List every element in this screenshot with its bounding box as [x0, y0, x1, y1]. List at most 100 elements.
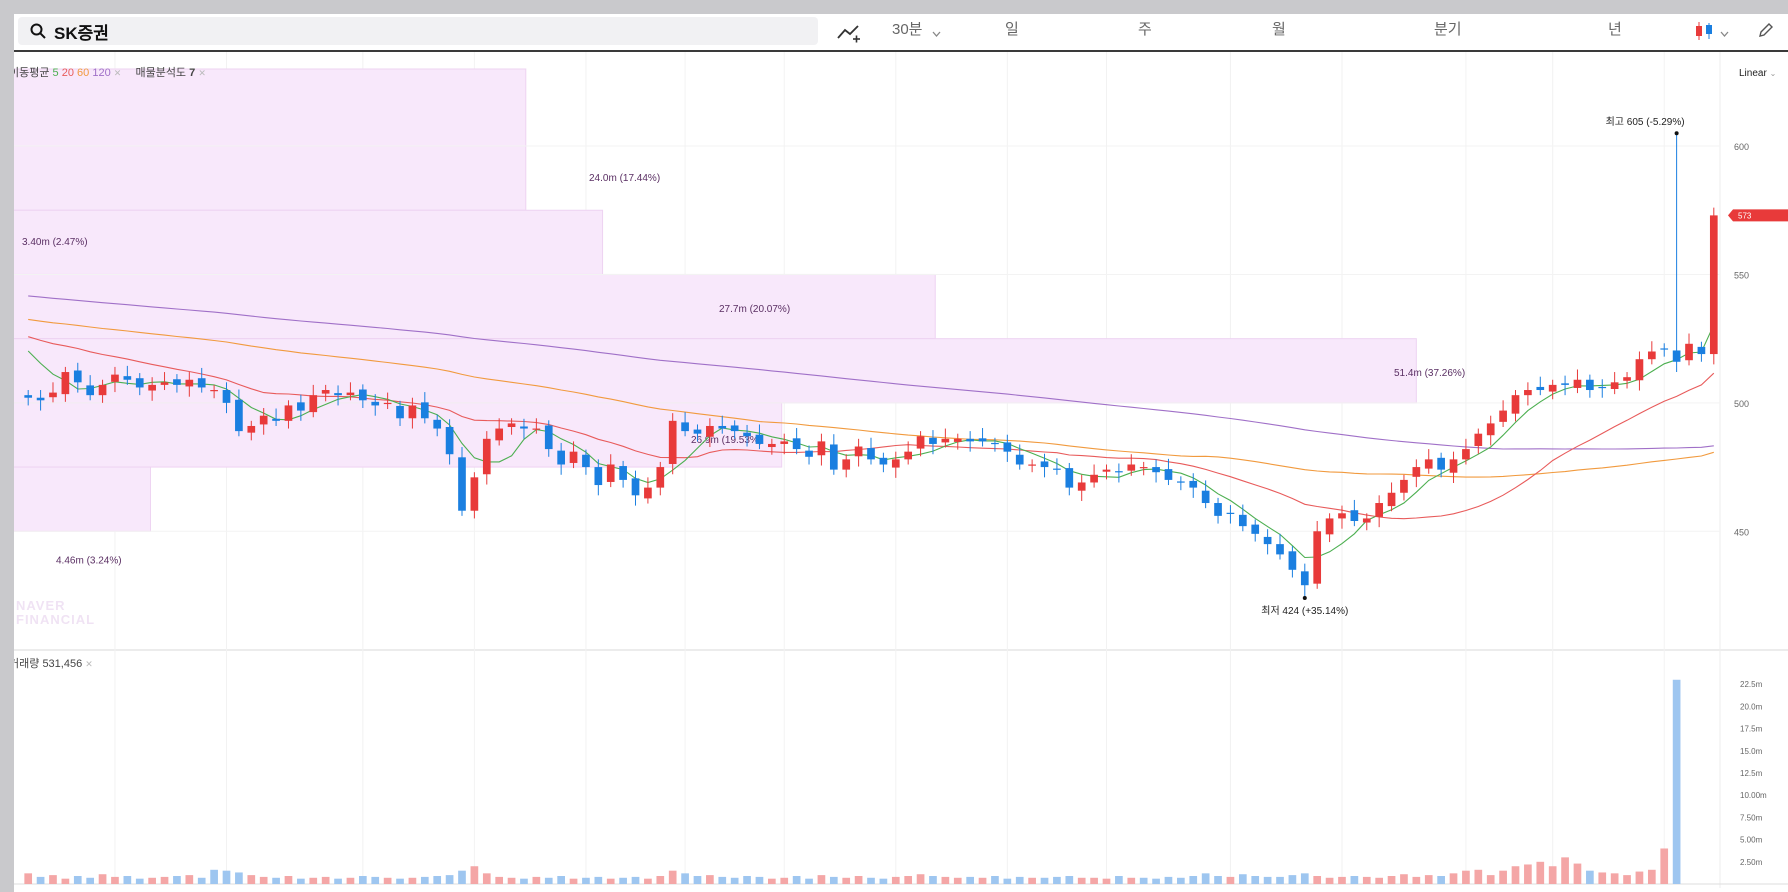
volume-value: 531,456 — [42, 658, 83, 670]
volume-bar — [408, 877, 417, 884]
volume-bar — [160, 876, 169, 884]
tab-week[interactable]: 주 — [1138, 21, 1152, 38]
volume-bar — [544, 877, 553, 884]
candle — [1697, 346, 1706, 355]
volume-bar — [482, 873, 491, 884]
candle — [160, 382, 169, 385]
candle — [272, 418, 280, 421]
candle — [36, 397, 45, 401]
pencil-icon[interactable] — [1758, 22, 1774, 38]
volume-bar — [1486, 875, 1495, 884]
candle — [743, 432, 751, 437]
volume-bar — [396, 878, 404, 884]
candle — [1300, 571, 1309, 586]
volume-bar — [86, 877, 95, 884]
volume-bar — [148, 877, 156, 884]
close-icon[interactable]: ✕ — [113, 68, 122, 78]
tab-quarter[interactable]: 분기 — [1434, 21, 1462, 38]
volume-bar — [1102, 878, 1111, 884]
candle — [1536, 386, 1545, 391]
candle — [210, 390, 218, 392]
volume-bar — [904, 876, 913, 884]
vp-value: 7 — [189, 67, 196, 79]
candle — [1449, 459, 1458, 473]
volume-bar — [1561, 857, 1569, 884]
volume-bar — [854, 876, 863, 884]
volume-bar — [334, 878, 342, 884]
candle — [929, 437, 937, 444]
volume-bar — [569, 878, 578, 884]
volume-bar — [507, 877, 516, 884]
scale-mode[interactable]: Linear ⌄ — [1739, 68, 1776, 79]
price-chart[interactable]: 11월11/1412월12/14202501/142월02/143월03/144… — [14, 52, 1788, 892]
candle — [953, 438, 962, 442]
candle — [470, 477, 479, 511]
candle — [681, 422, 689, 432]
candle — [1338, 513, 1346, 519]
volume-legend[interactable]: 거래량 531,456 ✕ — [14, 655, 93, 671]
candle — [98, 384, 107, 396]
volume-bar — [619, 877, 627, 884]
volume-bar — [867, 877, 875, 884]
candle — [259, 415, 268, 425]
candle — [1610, 382, 1619, 389]
candle — [780, 441, 789, 444]
candle — [1412, 467, 1421, 477]
volume-profile-label: 26.9m (19.53%) — [691, 435, 762, 446]
search-query: SK증권 — [54, 23, 109, 43]
volume-bar — [1214, 876, 1222, 884]
volume-bar — [297, 878, 305, 884]
close-icon-3[interactable]: ✕ — [85, 659, 93, 669]
candle — [396, 405, 404, 419]
tab-year[interactable]: 년 — [1608, 21, 1622, 38]
volume-profile-label: 24.0m (17.44%) — [589, 173, 660, 184]
volume-bar — [1313, 876, 1322, 884]
candle — [1586, 379, 1594, 391]
ma-legend[interactable]: 이동평균 5 20 60 120 ✕ 매물분석도 7 ✕ — [14, 64, 206, 80]
volume-profile-bar — [14, 338, 1417, 404]
candle — [768, 443, 776, 448]
ma-120: 120 — [92, 67, 111, 79]
chevron-down-icon[interactable] — [932, 31, 941, 37]
volume-bar — [557, 876, 565, 884]
volume-profile-label: 27.7m (20.07%) — [719, 304, 790, 315]
volume-profile-label: 4.46m (3.24%) — [56, 556, 122, 567]
candle — [1685, 343, 1693, 361]
volume-bar — [458, 870, 466, 884]
candle — [1053, 468, 1061, 470]
volume-label: 거래량 — [14, 658, 40, 670]
candle — [693, 429, 702, 434]
candle — [829, 444, 838, 470]
candle — [222, 390, 231, 403]
candle — [1548, 384, 1557, 392]
close-icon-2[interactable]: ✕ — [198, 68, 206, 78]
candle — [594, 467, 603, 486]
volume-bar — [631, 876, 640, 884]
volume-profile-label: 3.40m (2.47%) — [22, 237, 88, 248]
volume-bar — [1040, 877, 1049, 884]
candle — [1313, 531, 1322, 584]
volume-tick-label: 2.50m — [1740, 858, 1763, 867]
candle — [978, 438, 987, 442]
candle — [1040, 461, 1049, 468]
candle — [1263, 536, 1272, 545]
tab-day[interactable]: 일 — [1005, 21, 1019, 38]
volume-bar — [1647, 869, 1656, 884]
draw-line-icon[interactable] — [836, 23, 862, 43]
candle — [73, 370, 82, 383]
candle — [1387, 492, 1396, 507]
candle — [606, 464, 615, 482]
current-price-label: 573 — [1738, 211, 1752, 220]
volume-bar — [98, 874, 107, 884]
candle-type-icon[interactable] — [1694, 20, 1716, 42]
volume-bar — [1499, 870, 1507, 884]
volume-tick-label: 5.00m — [1740, 836, 1763, 845]
tab-month[interactable]: 월 — [1272, 21, 1286, 38]
interval-select[interactable]: 30분 — [892, 21, 923, 38]
volume-bar — [1139, 877, 1148, 884]
candle — [1177, 481, 1185, 483]
candle — [309, 395, 318, 413]
volume-bar — [1300, 873, 1309, 884]
search-box[interactable]: SK증권 — [18, 17, 818, 45]
chevron-down-icon-2[interactable] — [1720, 31, 1729, 37]
